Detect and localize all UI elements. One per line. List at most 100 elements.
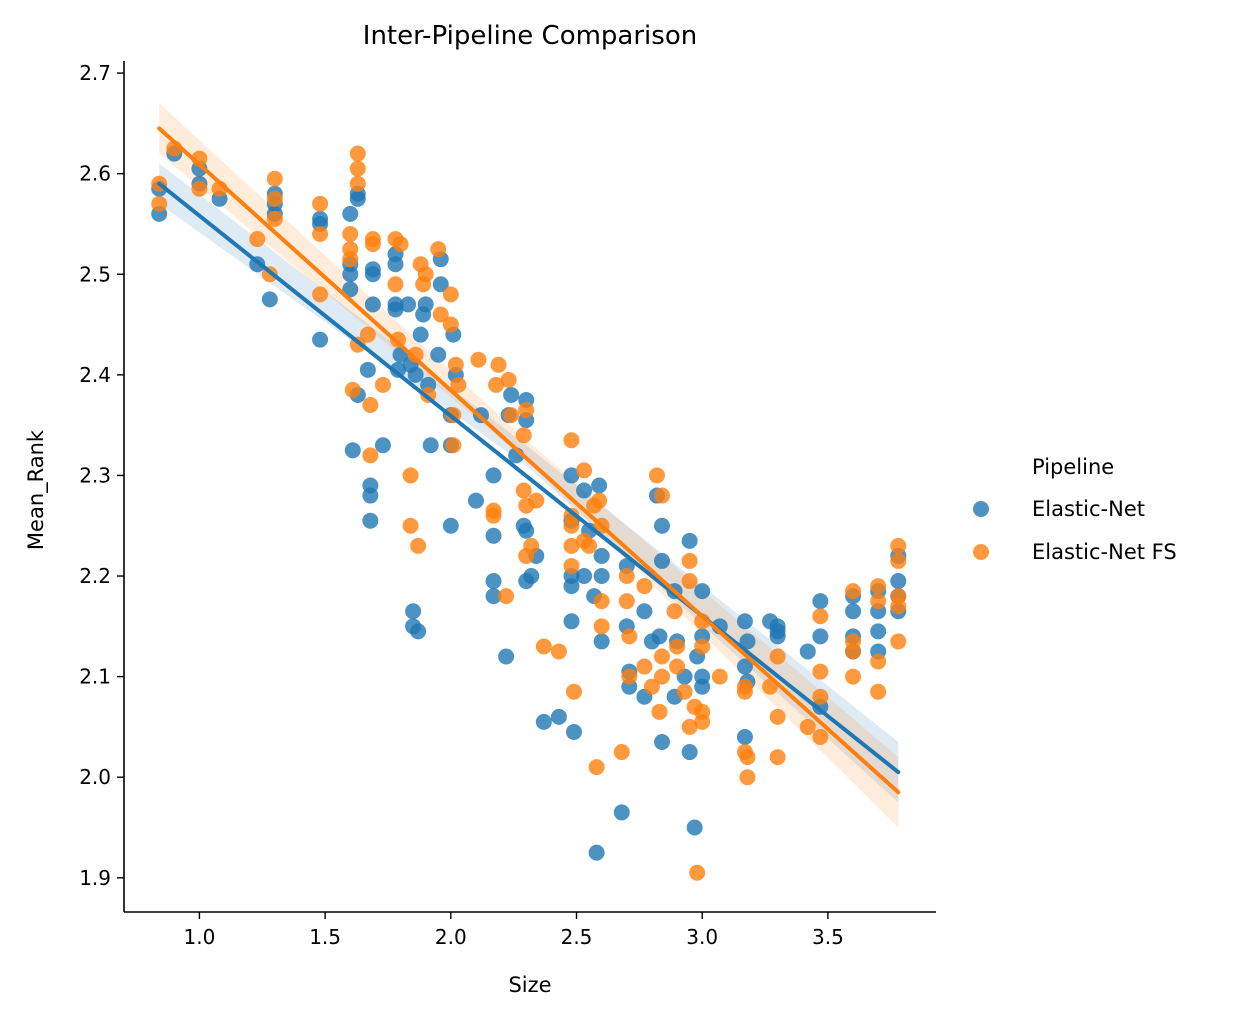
data-point-elastic-net xyxy=(410,623,427,640)
regression-line-elastic-net xyxy=(157,181,901,775)
data-point-elastic-net-fs xyxy=(643,678,660,695)
data-point-elastic-net xyxy=(442,517,459,534)
legend-marker-elastic-net xyxy=(973,501,989,517)
y-tick-label: 2.6 xyxy=(79,162,111,186)
y-tick-label: 2.5 xyxy=(79,262,111,286)
data-point-elastic-net xyxy=(342,281,359,298)
data-point-elastic-net-fs xyxy=(653,648,670,665)
data-point-elastic-net-fs xyxy=(711,668,728,685)
data-point-elastic-net-fs xyxy=(890,537,907,554)
data-point-elastic-net xyxy=(362,487,379,504)
data-point-elastic-net-fs xyxy=(470,351,487,368)
data-point-elastic-net-fs xyxy=(563,432,580,449)
data-point-elastic-net-fs xyxy=(266,190,283,207)
data-point-elastic-net xyxy=(591,477,608,494)
y-axis-label: Mean_Rank xyxy=(24,429,49,550)
data-point-elastic-net xyxy=(359,361,376,378)
data-point-elastic-net-fs xyxy=(342,226,359,243)
data-point-elastic-net-fs xyxy=(417,266,434,283)
data-point-elastic-net xyxy=(344,442,361,459)
data-point-elastic-net-fs xyxy=(870,653,887,670)
data-point-elastic-net-fs xyxy=(450,376,467,393)
data-point-elastic-net-fs xyxy=(500,371,517,388)
data-point-elastic-net xyxy=(563,613,580,630)
data-point-elastic-net-fs xyxy=(515,427,532,444)
data-point-elastic-net-fs xyxy=(563,557,580,574)
data-point-elastic-net xyxy=(593,547,610,564)
x-axis-ticks: 1.0 1.5 2.0 2.5 3.0 3.5 xyxy=(184,912,844,949)
data-point-elastic-net-fs xyxy=(563,537,580,554)
data-point-elastic-net xyxy=(736,728,753,745)
data-point-elastic-net-fs xyxy=(694,638,711,655)
data-point-elastic-net-fs xyxy=(407,346,424,363)
confidence-band-elastic-net-fs xyxy=(159,103,899,828)
data-point-elastic-net-fs xyxy=(689,864,706,881)
data-point-elastic-net xyxy=(422,437,439,454)
data-point-elastic-net-fs xyxy=(651,703,668,720)
data-point-elastic-net-fs xyxy=(432,306,449,323)
data-point-elastic-net-fs xyxy=(812,663,829,680)
data-point-elastic-net xyxy=(651,628,668,645)
data-point-elastic-net xyxy=(432,276,449,293)
data-point-elastic-net-fs xyxy=(503,407,520,424)
data-point-elastic-net xyxy=(261,291,278,308)
data-point-elastic-net-fs xyxy=(681,718,698,735)
confidence-band-elastic-net xyxy=(159,163,899,803)
data-point-elastic-net-fs xyxy=(362,447,379,464)
data-point-elastic-net-fs xyxy=(799,718,816,735)
data-point-elastic-net xyxy=(485,573,502,590)
data-point-elastic-net-fs xyxy=(410,537,427,554)
data-point-elastic-net-fs xyxy=(890,598,907,615)
data-point-elastic-net xyxy=(653,734,670,751)
data-point-elastic-net xyxy=(593,633,610,650)
data-point-elastic-net-fs xyxy=(613,744,630,761)
data-point-elastic-net-fs xyxy=(576,462,593,479)
data-point-elastic-net xyxy=(812,628,829,645)
regression-line-elastic-net-fs xyxy=(157,126,901,795)
data-point-elastic-net xyxy=(342,205,359,222)
data-point-elastic-net-fs xyxy=(485,507,502,524)
data-point-elastic-net xyxy=(588,844,605,861)
x-tick-label: 3.5 xyxy=(812,925,844,949)
data-point-elastic-net-fs xyxy=(581,537,598,554)
data-point-elastic-net-fs xyxy=(593,593,610,610)
data-point-elastic-net-fs xyxy=(151,195,168,212)
data-point-elastic-net xyxy=(565,723,582,740)
data-point-elastic-net-fs xyxy=(447,356,464,373)
data-point-elastic-net xyxy=(636,603,653,620)
data-point-elastic-net-fs xyxy=(681,552,698,569)
legend: Pipeline Elastic-Net Elastic-Net FS xyxy=(973,455,1177,564)
x-tick-label: 3.0 xyxy=(686,925,718,949)
y-tick-label: 2.4 xyxy=(79,363,111,387)
data-point-elastic-net xyxy=(364,296,381,313)
data-point-elastic-net xyxy=(870,623,887,640)
data-point-elastic-net-fs xyxy=(669,658,686,675)
data-point-elastic-net xyxy=(535,713,552,730)
data-point-elastic-net xyxy=(563,578,580,595)
data-point-elastic-net-fs xyxy=(523,537,540,554)
data-point-elastic-net xyxy=(390,361,407,378)
y-tick-label: 2.3 xyxy=(79,463,111,487)
data-point-elastic-net xyxy=(681,744,698,761)
data-point-elastic-net-fs xyxy=(769,749,786,766)
data-point-elastic-net-fs xyxy=(870,593,887,610)
data-point-elastic-net xyxy=(523,568,540,585)
data-point-elastic-net-fs xyxy=(312,226,329,243)
data-point-elastic-net xyxy=(485,588,502,605)
data-point-elastic-net-fs xyxy=(550,643,567,660)
data-point-elastic-net-fs xyxy=(402,517,419,534)
data-point-elastic-net-fs xyxy=(653,487,670,504)
legend-label-elastic-net: Elastic-Net xyxy=(1032,497,1145,521)
data-point-elastic-net xyxy=(576,568,593,585)
y-tick-label: 2.0 xyxy=(79,765,111,789)
data-point-elastic-net xyxy=(845,603,862,620)
confidence-bands xyxy=(159,103,899,828)
x-tick-label: 1.5 xyxy=(309,925,341,949)
data-point-elastic-net xyxy=(498,648,515,665)
data-point-elastic-net xyxy=(769,628,786,645)
data-point-elastic-net xyxy=(550,708,567,725)
data-point-elastic-net-fs xyxy=(344,381,361,398)
data-point-elastic-net-fs xyxy=(669,638,686,655)
data-point-elastic-net-fs xyxy=(676,683,693,700)
